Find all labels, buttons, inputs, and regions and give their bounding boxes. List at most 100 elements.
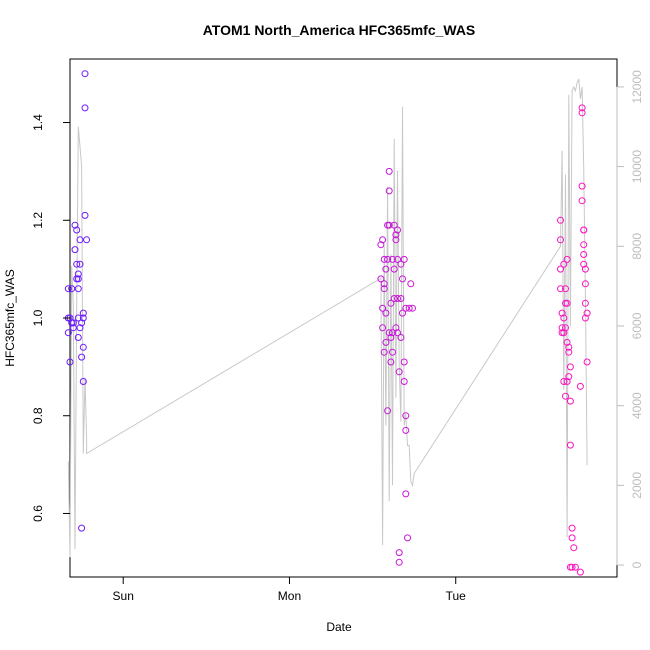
data-point [557,285,564,293]
data-point [580,241,588,249]
data-point [73,226,81,234]
data-point [385,187,393,195]
data-point [576,568,584,576]
data-point [578,104,586,112]
data-point [557,265,564,273]
data-point [578,182,586,190]
data-point [392,324,400,332]
data-point [557,236,564,244]
y2-tick-label: 12000 [630,70,644,104]
data-point [74,285,82,293]
data-point [397,334,405,341]
data-point [76,260,84,268]
data-point [76,324,84,332]
data-point [79,309,87,317]
data-point [557,216,564,224]
data-point [581,314,589,322]
data-point [560,260,568,268]
data-point [64,329,72,337]
data-point [387,334,395,341]
data-point [566,397,574,405]
data-point [399,309,406,317]
data-point [563,338,571,346]
data-point [385,221,393,229]
data-point [560,329,568,337]
data-point [580,251,588,258]
data-point [571,563,579,571]
data-point [394,329,401,337]
secondary-line-layer [67,78,588,558]
data-point [560,314,568,322]
data-point [74,334,82,341]
y-tick-label: 1.2 [31,212,45,229]
plot-frame [69,58,618,578]
data-point [66,358,74,366]
x-tick-label: Tue [446,589,467,603]
data-point [563,299,571,307]
data-point [568,534,576,542]
data-point [68,285,76,293]
data-point [377,275,385,283]
data-point [395,549,403,557]
y2-tick-label: 8000 [630,233,644,260]
y-axis-label: HFC365mfc_WAS [3,269,17,367]
data-point [581,265,589,273]
data-point [71,246,79,254]
data-point [79,343,87,351]
data-point [565,348,573,356]
data-point [379,324,387,332]
secondary-series-line [67,78,588,558]
data-point [379,236,387,244]
y2-tick-label: 6000 [630,312,644,339]
data-point [81,211,89,219]
data-point [385,167,393,175]
data-point [81,70,89,78]
x-tick-label: Sun [113,589,134,603]
data-point [581,280,589,288]
data-point [79,314,87,322]
data-point [576,382,584,390]
data-point [78,319,86,327]
x-axis: Sun Mon Tue [113,577,467,603]
data-point [387,299,395,307]
data-point [562,324,569,332]
y-tick-label: 1.0 [31,309,45,326]
data-point [402,304,410,312]
data-point [392,231,400,239]
y-tick-label: 0.6 [31,505,45,522]
data-point [395,368,403,376]
data-point [83,236,91,244]
x-axis-label: Date [326,620,352,634]
data-point [380,285,388,293]
data-point [562,392,569,400]
data-point [404,534,411,542]
data-point [409,304,416,312]
data-point [400,358,408,366]
data-point [394,255,401,263]
data-point [382,265,390,273]
data-point [400,378,408,385]
data-point [395,558,403,566]
data-point [394,295,401,302]
data-point [407,280,415,288]
y2-tick-label: 10000 [630,150,644,184]
data-point [397,260,405,268]
data-point [377,241,385,249]
data-point [397,295,405,302]
data-point [78,524,86,532]
data-point [562,285,569,293]
data-point [563,378,571,385]
data-point [390,221,398,229]
data-point [405,304,413,312]
data-point [390,295,398,302]
data-point [380,348,388,356]
y-tick-label: 0.8 [31,407,45,424]
data-point [580,226,588,234]
data-point [563,255,571,263]
data-point [81,104,89,112]
y-tick-label: 1.4 [31,114,45,131]
data-point [382,338,390,346]
data-point [392,236,400,244]
data-point [380,280,388,288]
